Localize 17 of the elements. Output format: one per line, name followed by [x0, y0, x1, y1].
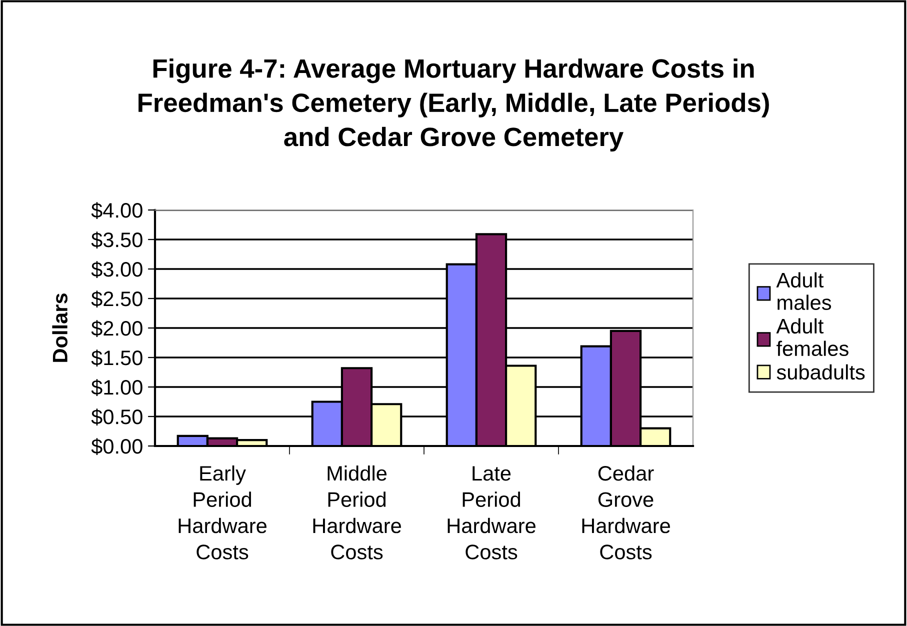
y-tick-label: $4.00 — [91, 202, 142, 219]
x-tick-label: Early Period Hardware Costs — [178, 465, 266, 560]
y-axis-title: Dollars — [52, 294, 68, 362]
x-tick-label: Late Period Hardware Costs — [448, 466, 536, 560]
y-tick-label: $0.50 — [91, 408, 142, 426]
y-tick-label: $0.00 — [91, 438, 142, 455]
legend-label: Adult males — [776, 272, 832, 310]
y-tick-label: $2.50 — [91, 290, 142, 308]
y-tick-label: $1.50 — [91, 350, 142, 366]
y-tick-label: $3.00 — [91, 261, 142, 278]
y-tick-label: $1.00 — [91, 379, 142, 396]
y-tick-label: $3.50 — [91, 232, 142, 248]
chart-title: Figure 4-7: Average Mortuary Hardware Costs in Freedman's Cemetery (Early, Middle, Late Periods) and Cedar Grove Cemetery — [138, 58, 769, 152]
x-tick-label: Cedar Grove Hardware Costs — [582, 465, 670, 560]
y-tick-label: $2.00 — [91, 320, 142, 337]
legend-label: subadults — [776, 364, 865, 380]
x-tick-label: Middle Period Hardware Costs — [313, 465, 401, 560]
